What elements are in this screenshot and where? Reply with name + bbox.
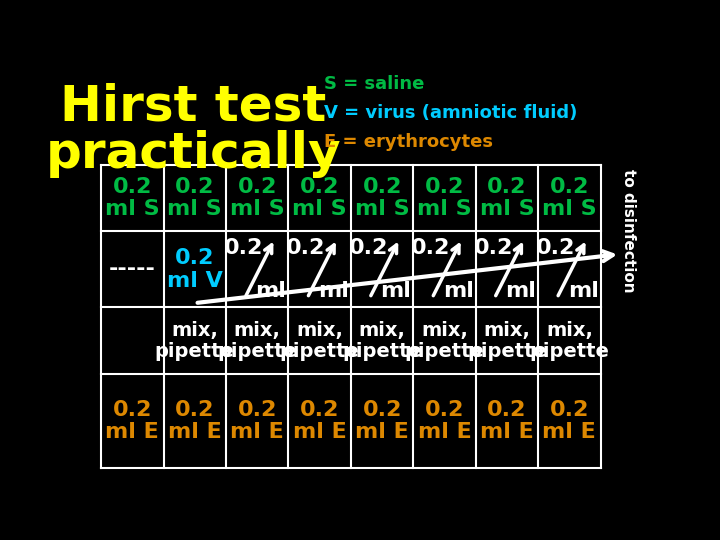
Text: S = saline: S = saline <box>324 75 425 92</box>
Text: 0.2
ml S: 0.2 ml S <box>168 177 222 219</box>
Text: 0.2
ml S: 0.2 ml S <box>355 177 410 219</box>
Text: 0.2
ml S: 0.2 ml S <box>292 177 347 219</box>
Text: 0.2
ml E: 0.2 ml E <box>418 400 472 442</box>
Text: ml: ml <box>380 281 411 301</box>
Text: ml: ml <box>443 281 474 301</box>
Text: 0.2
ml E: 0.2 ml E <box>542 400 596 442</box>
Text: mix,
pipette: mix, pipette <box>155 321 235 361</box>
Text: practically: practically <box>45 130 341 178</box>
Text: 0.2: 0.2 <box>411 238 451 258</box>
Text: mix,
pipette: mix, pipette <box>405 321 485 361</box>
Text: 0.2
ml S: 0.2 ml S <box>105 177 160 219</box>
Text: V = virus (amniotic fluid): V = virus (amniotic fluid) <box>324 104 577 122</box>
Text: 0.2
ml E: 0.2 ml E <box>168 400 222 442</box>
Text: 0.2
ml E: 0.2 ml E <box>293 400 346 442</box>
Text: 0.2
ml S: 0.2 ml S <box>230 177 284 219</box>
Text: mix,
pipette: mix, pipette <box>279 321 359 361</box>
Text: -----: ----- <box>109 259 156 279</box>
Text: 0.2: 0.2 <box>224 238 264 258</box>
Text: ml: ml <box>256 281 287 301</box>
Text: 0.2
ml E: 0.2 ml E <box>480 400 534 442</box>
Text: ml: ml <box>318 281 348 301</box>
Text: 0.2
ml E: 0.2 ml E <box>355 400 409 442</box>
Text: Hirst test: Hirst test <box>60 83 326 130</box>
Text: 0.2
ml S: 0.2 ml S <box>542 177 597 219</box>
Text: 0.2: 0.2 <box>287 238 325 258</box>
Text: to disinfection: to disinfection <box>621 170 636 293</box>
Text: mix,
pipette: mix, pipette <box>467 321 547 361</box>
Text: mix,
pipette: mix, pipette <box>529 321 609 361</box>
Text: mix,
pipette: mix, pipette <box>217 321 297 361</box>
Text: 0.2
ml E: 0.2 ml E <box>230 400 284 442</box>
Text: 0.2
ml V: 0.2 ml V <box>167 248 222 291</box>
Text: E = erythrocytes: E = erythrocytes <box>324 133 493 151</box>
Text: 0.2
ml S: 0.2 ml S <box>417 177 472 219</box>
Text: ml: ml <box>505 281 536 301</box>
Text: mix,
pipette: mix, pipette <box>342 321 422 361</box>
Text: ml: ml <box>567 281 598 301</box>
Text: 0.2
ml S: 0.2 ml S <box>480 177 534 219</box>
Text: 0.2: 0.2 <box>474 238 513 258</box>
Text: 0.2: 0.2 <box>536 238 575 258</box>
Text: 0.2
ml E: 0.2 ml E <box>106 400 159 442</box>
Text: 0.2: 0.2 <box>348 238 388 258</box>
